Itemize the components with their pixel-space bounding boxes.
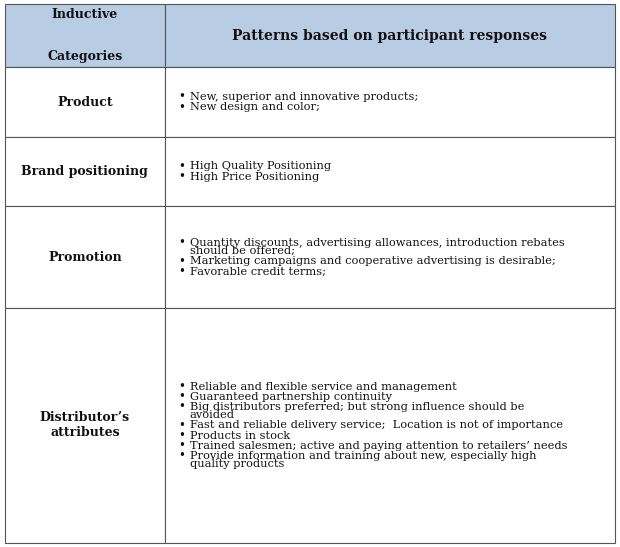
Text: Patterns based on participant responses: Patterns based on participant responses xyxy=(232,29,547,43)
Bar xyxy=(165,137,615,206)
Text: should be offered;: should be offered; xyxy=(190,246,294,257)
Text: Product: Product xyxy=(57,96,113,108)
Text: High Price Positioning: High Price Positioning xyxy=(190,172,319,182)
Text: Provide information and training about new, especially high: Provide information and training about n… xyxy=(190,451,536,461)
Text: Products in stock: Products in stock xyxy=(190,430,290,440)
Text: •: • xyxy=(179,265,185,278)
Text: •: • xyxy=(179,170,185,183)
Text: Promotion: Promotion xyxy=(48,251,122,264)
Text: •: • xyxy=(179,400,185,414)
Text: •: • xyxy=(179,236,185,249)
Text: •: • xyxy=(179,380,185,393)
Text: Trained salesmen; active and paying attention to retailers’ needs: Trained salesmen; active and paying atte… xyxy=(190,441,567,451)
Text: High Quality Positioning: High Quality Positioning xyxy=(190,161,330,171)
Text: Reliable and flexible service and management: Reliable and flexible service and manage… xyxy=(190,382,456,392)
Text: avoided: avoided xyxy=(190,410,234,420)
Text: •: • xyxy=(179,101,185,114)
Text: New design and color;: New design and color; xyxy=(190,102,319,112)
Bar xyxy=(5,308,165,543)
Text: Big distributors preferred; but strong influence should be: Big distributors preferred; but strong i… xyxy=(190,402,524,412)
Text: •: • xyxy=(179,449,185,462)
Text: •: • xyxy=(179,439,185,452)
Text: Inductive

Categories: Inductive Categories xyxy=(47,8,123,63)
Text: quality products: quality products xyxy=(190,459,284,469)
Text: Marketing campaigns and cooperative advertising is desirable;: Marketing campaigns and cooperative adve… xyxy=(190,257,556,266)
Bar xyxy=(5,67,165,137)
Text: •: • xyxy=(179,419,185,432)
Bar xyxy=(5,206,165,308)
Text: Brand positioning: Brand positioning xyxy=(22,165,148,178)
Text: Fast and reliable delivery service;  Location is not of importance: Fast and reliable delivery service; Loca… xyxy=(190,421,562,430)
Text: •: • xyxy=(179,390,185,403)
Text: •: • xyxy=(179,429,185,442)
Text: Distributor’s
attributes: Distributor’s attributes xyxy=(40,411,130,439)
Text: Favorable credit terms;: Favorable credit terms; xyxy=(190,266,326,277)
Bar xyxy=(165,308,615,543)
Bar xyxy=(165,4,615,67)
Bar xyxy=(5,4,165,67)
Text: Guaranteed partnership continuity: Guaranteed partnership continuity xyxy=(190,392,392,401)
Bar xyxy=(165,206,615,308)
Text: •: • xyxy=(179,160,185,173)
Bar xyxy=(5,137,165,206)
Text: •: • xyxy=(179,90,185,103)
Text: •: • xyxy=(179,255,185,268)
Bar xyxy=(165,67,615,137)
Text: New, superior and innovative products;: New, superior and innovative products; xyxy=(190,92,418,102)
Text: Quantity discounts, advertising allowances, introduction rebates: Quantity discounts, advertising allowanc… xyxy=(190,238,564,248)
